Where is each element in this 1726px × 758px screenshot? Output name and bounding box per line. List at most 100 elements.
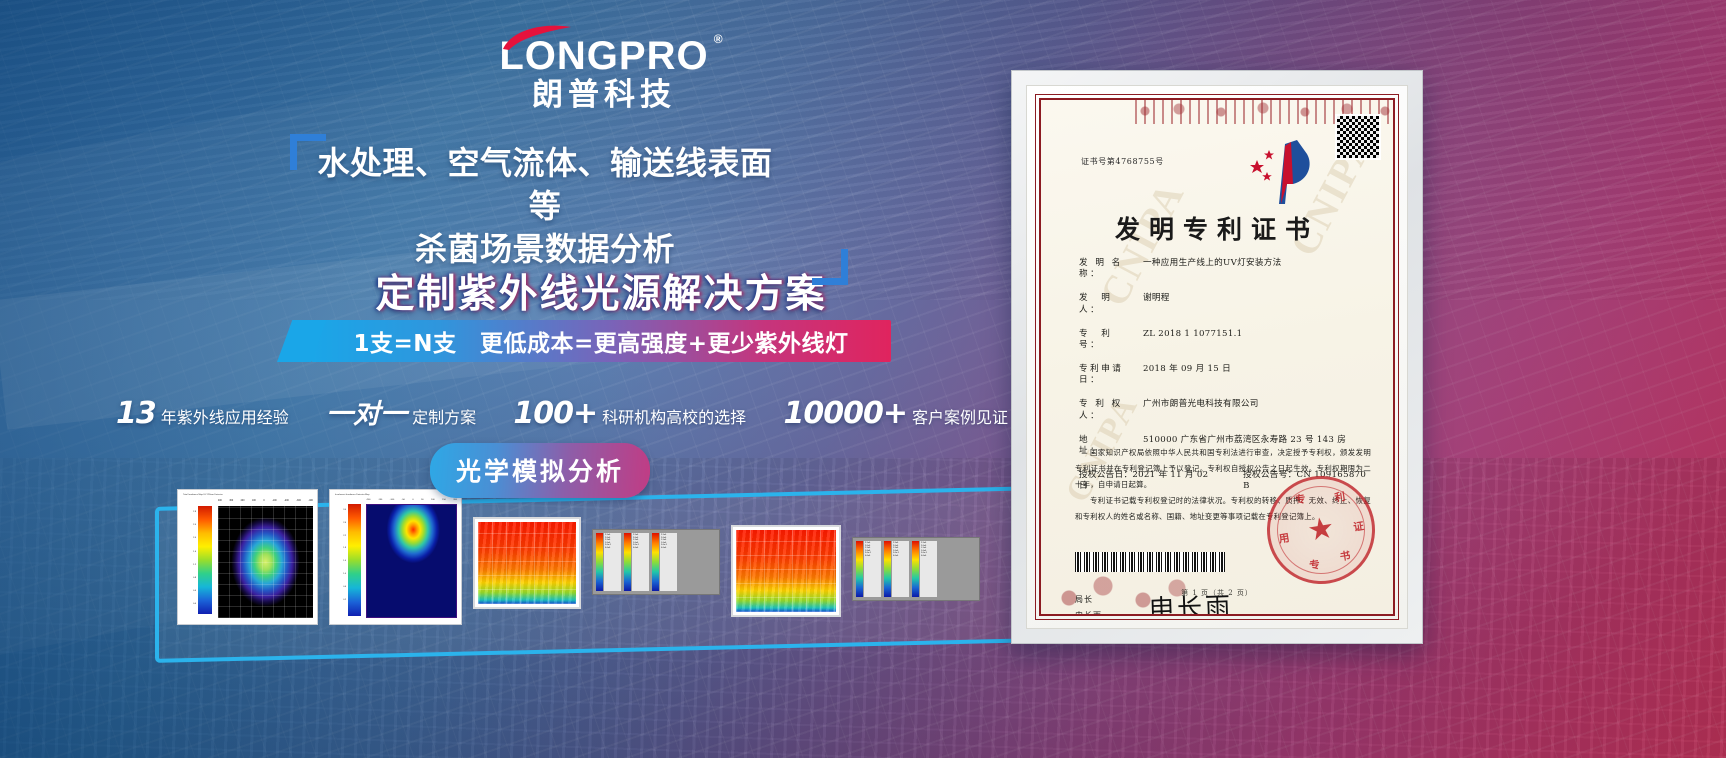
stat-label: 定制方案	[412, 408, 477, 427]
certificate-body: 国家知识产权局依照中华人民共和国专利法进行审查，决定授予专利权，颁发发明专利证书…	[1075, 445, 1371, 525]
certificate-mat: CNIPA CNIPA CNIPA	[1026, 85, 1408, 629]
mini-colorbar	[912, 541, 919, 597]
plot-caption: Total Irradiance Map UV 255nm Detector	[183, 494, 223, 496]
company-logo[interactable]: LONGPRO ® 朗普科技	[484, 25, 724, 113]
qr-code-icon	[1335, 114, 1381, 160]
seal-text-part: 专	[1308, 558, 1321, 573]
stat-item-0: 13 年紫外线应用经验	[116, 396, 289, 431]
optical-simulation-label: 光学模拟分析	[430, 443, 651, 498]
logo-chinese-name: 朗普科技	[532, 77, 676, 113]
mini-legend-labels: 2.5e0 2.0e0 1.5e0 1.0e0 5.0e-1 0.0e0	[892, 541, 909, 597]
mini-colorbar	[652, 533, 659, 591]
ornament-bottom-icon	[1051, 568, 1201, 612]
field-value: 510000 广东省广州市荔湾区永寿路 23 号 143 房	[1143, 434, 1347, 445]
mini-legend-labels: 2.5e0 2.0e0 1.5e0 1.0e0 5.0e-1 0.0e0	[632, 533, 649, 591]
certificate-title: 发明专利证书	[1114, 215, 1319, 244]
field-key: 发 明 人：	[1079, 293, 1124, 315]
stat-label: 科研机构高校的选择	[602, 408, 747, 427]
field-key: 地 址：	[1079, 434, 1124, 456]
certificate-page-note: 第 1 页（共 2 页）	[1181, 589, 1253, 597]
headline-text: 水处理、空气流体、输送线表面等 杀菌场景数据分析	[290, 136, 800, 271]
uv-colorbar-panel-b[interactable]: 2.5e0 2.0e0 1.5e0 1.0e0 5.0e-1 0.0e0 2.5e0 2.0…	[852, 537, 980, 601]
field-key: 发 明 名 称：	[1079, 258, 1123, 280]
certificate-field-row: 发 明 人： 谢明程	[1079, 293, 1369, 315]
signature-name: 申长雨	[1075, 611, 1102, 616]
bracket-top-left-icon	[290, 134, 326, 170]
mini-legend-labels: 2.5e0 2.0e0 1.5e0 1.0e0 5.0e-1 0.0e0	[864, 541, 881, 597]
stat-label: 年紫外线应用经验	[160, 408, 289, 427]
bracket-bottom-right-icon	[812, 248, 848, 285]
certificate-fields: 发 明 名 称： 一种应用生产线上的UV灯安装方法 发 明 人： 谢明程 专 利…	[1079, 258, 1369, 505]
seal-text-part: 专	[1294, 493, 1307, 507]
ray-trace-scatter-plot[interactable]: Incoherent Irradiance Detector Map 3.0 2.…	[329, 489, 462, 625]
colorbar	[348, 504, 361, 616]
logo-wordmark-row: LONGPRO ®	[499, 25, 723, 78]
stat-number: 一对一	[326, 399, 408, 430]
grant-number: 授权公告号：CN 109165870 B	[1243, 470, 1369, 492]
seal-text-part: 利	[1333, 490, 1347, 505]
stat-label: 客户案例见证	[911, 408, 1008, 427]
plot-grid	[736, 530, 836, 612]
field-key: 专 利 号：	[1079, 328, 1124, 350]
field-value: ZL 2018 1 1077151.1	[1143, 328, 1243, 339]
certificate-signature-block: 局长 申长雨	[1075, 592, 1102, 616]
mini-legend-labels: 2.5e0 2.0e0 1.5e0 1.0e0 5.0e-1 0.0e0	[660, 533, 677, 591]
grant-date-key: 授权公告日：	[1079, 470, 1133, 481]
grant-number-value: CN 109165870 B	[1243, 470, 1367, 492]
stat-number: 100+	[513, 396, 598, 431]
certificate-field-row: 发 明 名 称： 一种应用生产线上的UV灯安装方法	[1079, 258, 1369, 280]
mini-colorbar	[596, 533, 603, 591]
certificate-grant-row: 授权公告日：2021 年 11 月 02 日 授权公告号：CN 10916587…	[1079, 470, 1369, 492]
certificate-paragraph-1: 国家知识产权局依照中华人民共和国专利法进行审查，决定授予专利权，颁发发明专利证书…	[1075, 448, 1371, 489]
legend-column: 2.5e0 2.0e0 1.5e0 1.0e0 5.0e-1 0.0e0	[884, 541, 909, 597]
signature-title: 局长	[1075, 595, 1093, 604]
patent-certificate-frame[interactable]: CNIPA CNIPA CNIPA	[1011, 70, 1423, 644]
certificate-field-row: 地 址： 510000 广东省广州市荔湾区永寿路 23 号 143 房	[1079, 435, 1369, 457]
field-value: 一种应用生产线上的UV灯安装方法	[1143, 258, 1282, 268]
scatter-heatmap	[366, 504, 457, 618]
field-value: 广州市朗普光电科技有限公司	[1143, 399, 1259, 410]
seal-text-part: 书	[1339, 549, 1352, 564]
uv-intensity-map-a[interactable]	[473, 517, 581, 609]
grant-date-value: 2021 年 11 月 02 日	[1079, 470, 1209, 492]
irradiance-contour-plot[interactable]: Total Irradiance Map UV 255nm Detector 2…	[177, 489, 318, 625]
promo-title: 定制紫外线光源解决方案	[375, 272, 827, 317]
stat-item-3: 10000+ 客户案例见证	[783, 396, 1008, 431]
field-key: 专利申请日：	[1079, 364, 1124, 386]
barcode-icon	[1075, 552, 1225, 572]
logo-wordmark: LONGPRO	[499, 34, 709, 78]
legend-column: 2.5e0 2.0e0 1.5e0 1.0e0 5.0e-1 0.0e0	[652, 533, 677, 591]
field-value: 2018 年 09 月 15 日	[1143, 364, 1231, 375]
plot-grid	[218, 506, 313, 618]
grant-date: 授权公告日：2021 年 11 月 02 日	[1079, 470, 1213, 492]
uv-intensity-map-b[interactable]	[731, 525, 841, 617]
stat-item-1: 一对一 定制方案	[326, 392, 476, 431]
uv-heatmap	[478, 522, 576, 604]
field-value: 谢明程	[1143, 293, 1170, 304]
seal-text-part: 证	[1352, 520, 1365, 534]
mini-colorbar	[624, 533, 631, 591]
stats-row: 13 年紫外线应用经验 一对一 定制方案 100+ 科研机构高校的选择 1000…	[112, 392, 1012, 431]
uv-heatmap	[736, 530, 836, 612]
legend-column: 2.5e0 2.0e0 1.5e0 1.0e0 5.0e-1 0.0e0	[596, 533, 621, 591]
certificate-field-row: 专利申请日： 2018 年 09 月 15 日	[1079, 364, 1369, 386]
cnipa-emblem-icon	[1249, 138, 1323, 206]
registered-trademark-icon: ®	[713, 32, 723, 46]
promo-gradient-bar: 1支=N支 更低成本=更高强度+更少紫外线灯	[311, 320, 891, 363]
certificate-number: 证书号第4768755号	[1081, 157, 1164, 166]
legend-column: 2.5e0 2.0e0 1.5e0 1.0e0 5.0e-1 0.0e0	[912, 541, 937, 597]
stat-item-2: 100+ 科研机构高校的选择	[513, 396, 746, 431]
stat-number: 13	[116, 396, 157, 431]
simulation-image-strip: Total Irradiance Map UV 255nm Detector 2…	[177, 489, 1153, 639]
certificate-paragraph-2: 专利证书记载专利权登记时的法律状况。专利权的转移、质押、无效、终止、恢复和专利权…	[1075, 495, 1371, 521]
colorbar	[198, 506, 212, 614]
headline-line-2: 杀菌场景数据分析	[414, 229, 675, 268]
uv-colorbar-panel-a[interactable]: 2.5e0 2.0e0 1.5e0 1.0e0 5.0e-1 0.0e0 2.5e0 2.0…	[592, 529, 720, 595]
headline-line-1: 水处理、空气流体、输送线表面等	[317, 144, 773, 225]
colorbar-ticks: 2.8 2.4 2.0 1.6 1.2 0.8 0.4 0.0	[186, 506, 197, 614]
stat-number: 10000+	[783, 396, 908, 431]
grant-number-key: 授权公告号：	[1243, 470, 1297, 481]
contour-heatmap	[218, 506, 313, 618]
